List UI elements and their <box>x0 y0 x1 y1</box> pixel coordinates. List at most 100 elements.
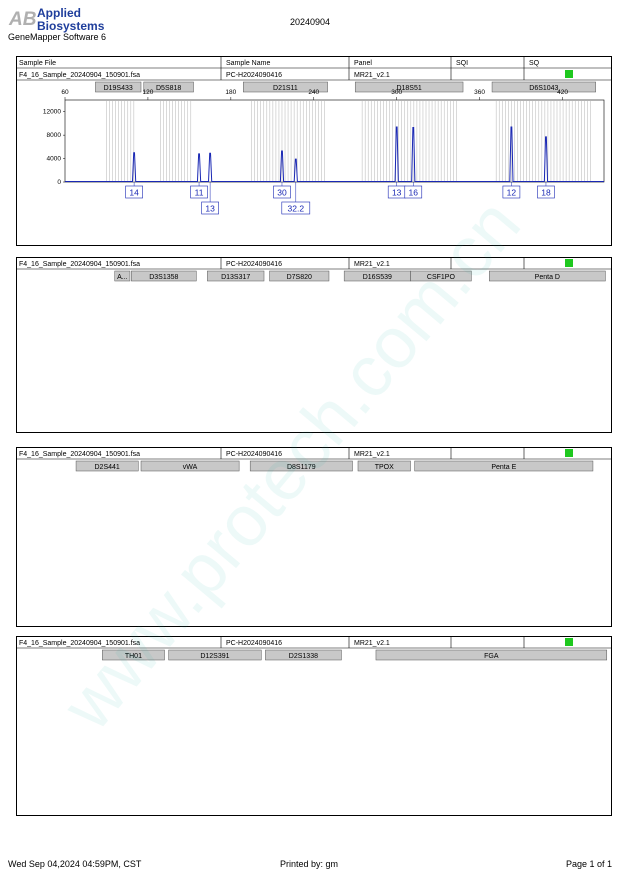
allele-label-box[interactable] <box>537 185 555 199</box>
electropherogram-panel-green: F4_16_Sample_20240904_150901.fsa PC-H2024… <box>16 257 612 433</box>
software-name: GeneMapper Software 6 <box>8 32 107 42</box>
x-tick-label: 180 <box>225 89 236 96</box>
quality-status-indicator <box>565 638 573 646</box>
applied-biosystems-logo: AB Applied Biosystems <box>8 6 105 33</box>
marker-box[interactable] <box>168 649 262 661</box>
allele-label: 13 <box>205 204 215 214</box>
marker-box[interactable] <box>410 270 472 282</box>
sample-name: PC-H2024090416 <box>226 261 282 268</box>
allele-label-box[interactable] <box>190 185 208 199</box>
marker-label: D5S818 <box>156 85 181 92</box>
logo-letters: AB <box>8 9 37 30</box>
trace-line <box>65 126 604 182</box>
marker-box[interactable] <box>243 81 328 93</box>
marker-box[interactable] <box>489 270 606 282</box>
marker-box[interactable] <box>414 460 594 472</box>
x-tick-label: 420 <box>557 89 568 96</box>
marker-box[interactable] <box>265 649 342 661</box>
marker-label: D19S433 <box>104 85 133 92</box>
marker-label: D13S317 <box>221 274 250 281</box>
marker-label: D6S1043 <box>529 85 558 92</box>
x-tick-label: 300 <box>391 89 402 96</box>
electropherogram-panel-red: F4_16_Sample_20240904_150901.fsa PC-H2024… <box>16 636 612 816</box>
marker-box[interactable] <box>75 460 139 472</box>
marker-box[interactable] <box>249 460 353 472</box>
column-header-sample-file: Sample File <box>19 60 56 67</box>
marker-box[interactable] <box>114 270 131 282</box>
printed-by: Printed by: gm <box>280 859 339 869</box>
x-tick-label: 60 <box>61 89 69 96</box>
marker-box[interactable] <box>491 81 596 93</box>
allele-label-box[interactable] <box>125 185 143 199</box>
quality-status-indicator <box>565 70 573 78</box>
marker-label: D3S1358 <box>149 274 178 281</box>
panel-name: MR21_v2.1 <box>354 261 390 268</box>
y-tick-label: 4000 <box>47 156 62 163</box>
report-date: 20240904 <box>289 17 331 27</box>
page-number: Page 1 of 1 <box>565 859 612 869</box>
allele-label: 30 <box>277 188 287 198</box>
marker-label: D2S1338 <box>289 653 318 660</box>
marker-box[interactable] <box>375 649 608 661</box>
sample-file: F4_16_Sample_20240904_150901.fsa <box>19 261 140 268</box>
marker-label: TH01 <box>125 653 142 660</box>
allele-label: 32.2 <box>288 204 305 214</box>
column-header-sqi: SQI <box>456 60 468 67</box>
marker-box[interactable] <box>354 81 464 93</box>
y-tick-label: 8000 <box>47 132 62 139</box>
brand-line2: Biosystems <box>37 19 105 33</box>
allele-label-box[interactable] <box>201 201 219 215</box>
electropherogram-panel-blue: Sample File Sample Name Panel SQI SQ F4_16_Sa… <box>16 56 612 246</box>
marker-label: FGA <box>484 653 499 660</box>
y-tick-label: 0 <box>57 179 61 186</box>
sample-file: F4_16_Sample_20240904_150901.fsa <box>19 72 140 79</box>
marker-label: Penta E <box>491 464 516 471</box>
marker-label: D2S441 <box>95 464 120 471</box>
allele-label-box[interactable] <box>404 185 423 199</box>
column-header-sq: SQ <box>529 60 540 67</box>
allele-label: 14 <box>129 188 139 198</box>
electropherogram-panel-black: F4_16_Sample_20240904_150901.fsa PC-H2024… <box>16 447 612 627</box>
marker-box[interactable] <box>207 270 265 282</box>
marker-box[interactable] <box>131 270 197 282</box>
sample-file: F4_16_Sample_20240904_150901.fsa <box>19 451 140 458</box>
allele-label-box[interactable] <box>273 185 291 199</box>
x-tick-label: 240 <box>308 89 319 96</box>
brand-line1: Applied <box>37 6 81 20</box>
marker-box[interactable] <box>102 649 165 661</box>
sample-name: PC-H2024090416 <box>226 72 282 79</box>
marker-box[interactable] <box>269 270 330 282</box>
printed-timestamp: Wed Sep 04,2024 04:59PM, CST <box>8 859 142 869</box>
panel-name: MR21_v2.1 <box>354 640 390 647</box>
marker-box[interactable] <box>143 81 194 93</box>
marker-label: Penta D <box>535 274 560 281</box>
x-tick-label: 120 <box>142 89 153 96</box>
allele-label: 12 <box>507 188 517 198</box>
marker-box[interactable] <box>95 81 142 93</box>
allele-label-box[interactable] <box>281 201 311 215</box>
marker-label: D12S391 <box>200 653 229 660</box>
quality-status-indicator <box>565 259 573 267</box>
panel-name: MR21_v2.1 <box>354 72 390 79</box>
marker-label: D18S51 <box>396 85 421 92</box>
marker-box[interactable] <box>140 460 240 472</box>
marker-box[interactable] <box>357 460 411 472</box>
x-tick-label: 360 <box>474 89 485 96</box>
marker-label: D21S11 <box>273 85 298 92</box>
quality-status-indicator <box>565 449 573 457</box>
column-header-sample-name: Sample Name <box>226 60 270 67</box>
sample-name: PC-H2024090416 <box>226 640 282 647</box>
column-header-panel: Panel <box>354 60 372 67</box>
marker-label: CSF1PO <box>427 274 456 281</box>
marker-label: A... <box>117 274 128 281</box>
sample-name: PC-H2024090416 <box>226 451 282 458</box>
y-tick-label: 12000 <box>43 109 61 116</box>
marker-label: D16S539 <box>363 274 392 281</box>
panel-name: MR21_v2.1 <box>354 451 390 458</box>
sample-file: F4_16_Sample_20240904_150901.fsa <box>19 640 140 647</box>
allele-label: 16 <box>409 188 419 198</box>
allele-label: 18 <box>541 188 551 198</box>
marker-label: TPOX <box>375 464 394 471</box>
marker-label: D8S1179 <box>287 464 316 471</box>
allele-label-box[interactable] <box>502 185 521 199</box>
